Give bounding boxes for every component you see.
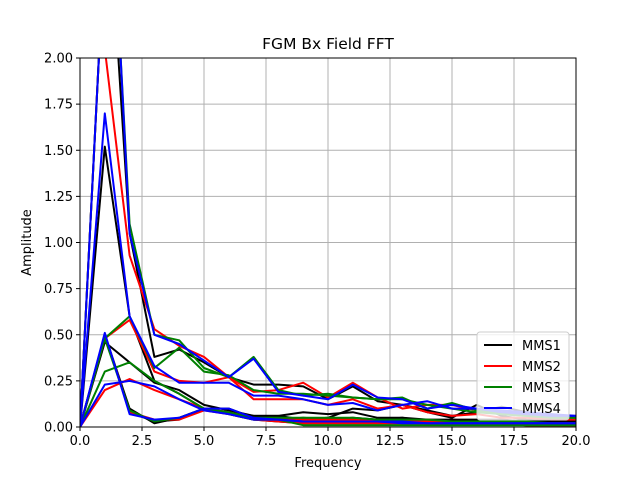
y-tick-label: 1.25 [44,190,73,205]
series-line-mms3-1 [80,361,576,427]
x-tick-label: 7.5 [256,434,277,449]
y-tick-label: 2.00 [44,52,73,67]
x-tick-label: 2.5 [132,434,153,449]
x-axis-ticks: 0.0 2.5 5.0 7.5 10.0 12.5 15.0 17.5 20.0 [70,427,591,449]
y-tick-label: 1.50 [44,144,73,159]
legend-label-mms4: MMS4 [522,402,561,417]
y-tick-label: 0.00 [44,421,73,436]
y-axis-label: Amplitude [20,209,35,276]
series-line-mms3-4 [80,337,576,427]
x-tick-label: 15.0 [438,434,467,449]
x-tick-label: 12.5 [376,434,405,449]
y-tick-label: 0.75 [44,282,73,297]
x-tick-label: 0.0 [70,434,91,449]
legend-box [476,331,570,421]
x-tick-label: 10.0 [314,434,343,449]
y-axis-ticks: 0.00 0.25 0.50 0.75 1.00 1.25 1.50 1.75 2.00 [44,52,80,436]
legend-label-mms1: MMS1 [522,339,561,354]
y-tick-label: 0.50 [44,328,73,343]
x-tick-label: 20.0 [562,434,591,449]
x-tick-label: 17.5 [500,434,529,449]
y-tick-label: 1.75 [44,98,73,113]
series-line-mms4-4 [80,331,576,427]
legend-label-mms2: MMS2 [522,360,561,375]
y-tick-label: 1.00 [44,236,73,251]
legend: MMS1 MMS2 MMS3 MMS4 [476,331,570,421]
x-axis-label: Frequency [294,456,361,471]
y-tick-label: 0.25 [44,374,73,389]
chart-title: FGM Bx Field FFT [262,35,394,53]
legend-label-mms3: MMS3 [522,381,561,396]
x-tick-label: 5.0 [194,434,215,449]
